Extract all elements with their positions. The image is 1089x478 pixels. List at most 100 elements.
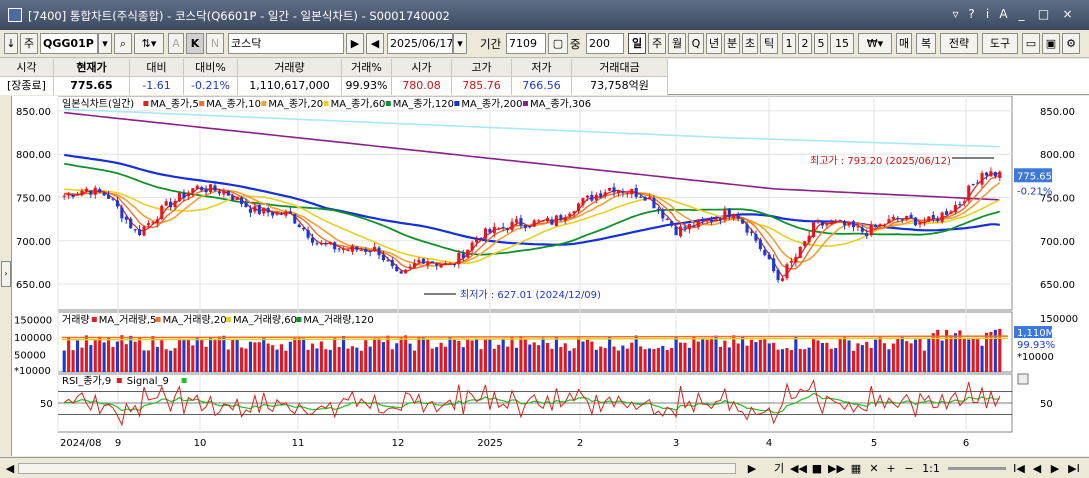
candle-body (133, 229, 137, 231)
period-toggle[interactable]: ▢ (548, 33, 568, 54)
close-button[interactable]: × (1062, 7, 1073, 21)
settings-icon[interactable]: ⚙ (1062, 33, 1080, 54)
volume-bar (639, 346, 643, 372)
base-button[interactable]: 기 (773, 462, 785, 475)
candle-body (727, 208, 731, 217)
k-button[interactable]: K (186, 33, 204, 54)
expand-arrow-icon[interactable]: › (1, 261, 11, 287)
strategy-button[interactable]: 전략 (940, 33, 978, 54)
volume-bar (89, 345, 93, 372)
volume-bar (253, 342, 257, 372)
stop-button[interactable]: ■ (811, 462, 823, 475)
max-price-label: 최고가 : 793.20 (2025/06/12) (810, 155, 951, 167)
candle-body (80, 190, 84, 196)
info-button[interactable]: i (985, 7, 990, 21)
tab-second[interactable]: 초 (742, 33, 758, 54)
rewind-button[interactable]: ◀◀ (790, 462, 807, 475)
volume-bar (909, 343, 913, 372)
tab-1[interactable]: 1 (782, 33, 796, 54)
volume-bar (390, 349, 394, 372)
candle-body (656, 208, 660, 211)
minimize-button[interactable]: _ (1018, 7, 1025, 21)
list-dropdown-button[interactable]: ⇅▾ (134, 33, 164, 54)
tools-button[interactable]: 도구 (982, 33, 1018, 54)
first-button[interactable]: I◀ (1013, 462, 1025, 475)
pin-icon[interactable]: ▿ (952, 7, 959, 21)
volume-bar (860, 345, 864, 372)
calendar-icon[interactable]: ▾ (453, 33, 467, 54)
candle-body (639, 196, 643, 198)
reset-zoom-button[interactable]: 1:1 (922, 462, 940, 475)
quote-header-0: 시각 (0, 59, 54, 77)
price-legend-item: MA_종가,200 (461, 98, 522, 110)
price-tick-left: 800.00 (16, 150, 51, 161)
volume-bar (297, 336, 301, 372)
stock-type-button[interactable]: 주 (20, 33, 38, 54)
candle-body (563, 217, 567, 221)
code-input[interactable]: QGG01P (40, 33, 98, 54)
restore-button[interactable]: 복 (916, 33, 936, 54)
folder-icon[interactable]: ▭ (1022, 33, 1040, 54)
tab-year[interactable]: 년 (706, 33, 722, 54)
font-button[interactable]: A (999, 7, 1008, 21)
tab-5[interactable]: 5 (814, 33, 828, 54)
left-panel-toggle[interactable]: › (0, 96, 12, 456)
code-dropdown-icon[interactable]: ▾ (98, 33, 112, 54)
name-field[interactable]: 코스닥 (228, 33, 344, 54)
maximize-button[interactable]: □ (1037, 7, 1050, 21)
tab-month[interactable]: 월 (668, 33, 686, 54)
x-label: 2025 (477, 438, 502, 449)
quote-header-4: 거래량 (238, 59, 342, 77)
volume-bar (577, 337, 581, 372)
volume-bar (279, 344, 284, 372)
volume-bar (319, 341, 323, 372)
count-input[interactable]: 200 (586, 33, 624, 54)
crosshair-icon[interactable]: ✕ (869, 462, 879, 475)
volume-bar (754, 342, 758, 372)
tab-tick[interactable]: 틱 (760, 33, 778, 54)
tab-2[interactable]: 2 (798, 33, 812, 54)
prev-page-button[interactable]: ◀ (1032, 462, 1042, 475)
horizontal-scrollbar[interactable] (18, 463, 736, 474)
x-label: 6 (963, 438, 969, 449)
volume-bar (661, 345, 665, 372)
zoom-out-button[interactable]: − (904, 462, 914, 475)
save-icon[interactable]: ▣ (1042, 33, 1060, 54)
candle-body (417, 259, 421, 263)
volume-bar (244, 348, 248, 372)
last-button[interactable]: ▶I (1068, 462, 1080, 475)
tab-minute[interactable]: 분 (724, 33, 740, 54)
prev-button[interactable]: ◀ (366, 33, 384, 54)
zoom-slider[interactable] (948, 467, 1006, 470)
sort-button[interactable]: ↓ (4, 33, 18, 54)
rsi-tick-right: 50 (1040, 399, 1053, 410)
volume-bar (749, 339, 754, 372)
forward-button[interactable]: ▶▶ (828, 462, 845, 475)
scroll-right-button[interactable]: ▶ (747, 462, 757, 475)
tab-15[interactable]: 15 (830, 33, 854, 54)
date-input[interactable]: 2025/06/17 (387, 33, 453, 54)
help-button[interactable]: ? (968, 7, 975, 21)
volume-bar (226, 349, 230, 372)
tab-quarter[interactable]: Q (688, 33, 704, 54)
tab-week[interactable]: 주 (648, 33, 666, 54)
volume-bar (510, 336, 514, 372)
scroll-left-button[interactable]: ◀ (5, 462, 15, 475)
candle-body (798, 246, 802, 258)
grid-icon[interactable]: ▦ (850, 462, 862, 475)
period-input[interactable]: 7109 (506, 33, 546, 54)
chart-svg[interactable]: 850.00 850.00 800.00 800.00 750.00 750.00 700.… (0, 95, 1089, 456)
n-button[interactable]: N (206, 33, 224, 54)
chart-area[interactable]: 850.00 850.00 800.00 800.00 750.00 750.00 700.… (0, 95, 1089, 456)
zoom-in-button[interactable]: + (886, 462, 896, 475)
font-a-button[interactable]: A (168, 33, 184, 54)
currency-button[interactable]: ₩▾ (858, 33, 892, 54)
next-button[interactable]: ▶ (346, 33, 364, 54)
candle-body (412, 263, 417, 268)
tab-day[interactable]: 일 (628, 33, 646, 54)
next-page-button[interactable]: ▶ (1050, 462, 1060, 475)
buy-button[interactable]: 매 (896, 33, 912, 54)
volume-bar (208, 338, 213, 372)
volume-bar (200, 339, 204, 372)
search-icon[interactable]: ⌕ (114, 33, 132, 54)
